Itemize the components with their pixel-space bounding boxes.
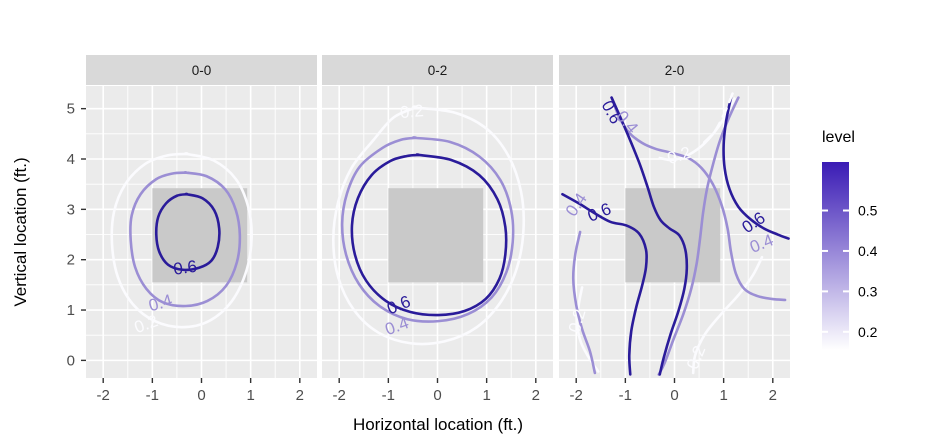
x-axis-tick-label: -1 <box>382 387 395 404</box>
facet-strip-2-0 <box>559 55 790 85</box>
facet-strip-label: 2-0 <box>665 63 685 78</box>
facet-strip-label: 0-2 <box>428 63 448 78</box>
contour-line-0.6 <box>561 192 648 376</box>
x-axis-tick-label: 0 <box>433 387 441 404</box>
facet-strip-0-0 <box>86 55 317 85</box>
y-axis-tick-label: 0 <box>67 352 75 369</box>
legend-tick-label: 0.4 <box>858 243 878 259</box>
x-axis-tick-label: 2 <box>296 387 304 404</box>
axis-layer: 0 1 2 3 4 5 Vertical location (ft.) Horizontal … <box>11 101 523 434</box>
y-axis-tick-label: 3 <box>67 201 75 218</box>
x-axis-tick-label: -1 <box>146 387 159 404</box>
x-axis-tick-label: 0 <box>670 387 678 404</box>
y-axis-tick-label: 5 <box>67 101 75 118</box>
contour-line-0.6 <box>722 96 790 240</box>
panels-layer: 0-00.60.40.2-2 -1 0 1 20-20.20.60.4-2 -1 0 1 22-… <box>86 55 790 404</box>
contour-line-0.2-dashed <box>700 92 734 147</box>
contour-line-0.2 <box>658 97 736 162</box>
contour-line-0.6 <box>610 96 689 376</box>
legend-colorbar[interactable] <box>822 162 849 350</box>
x-axis-tick-label: 2 <box>532 387 540 404</box>
contour-line-0.2 <box>691 255 764 375</box>
x-axis-tick-label: 1 <box>482 387 490 404</box>
contour-line-0.4 <box>129 170 242 308</box>
legend-layer: level 0.5 0.4 0.3 0.2 <box>822 129 878 350</box>
legend-tick-label: 0.2 <box>858 324 878 340</box>
facet-strip-label: 0-0 <box>192 63 212 78</box>
contour-line-0.4 <box>340 136 515 323</box>
contour-line-0.2 <box>332 105 526 346</box>
contour-line-0.2 <box>110 152 253 329</box>
facet-panel-0-2: 0-20.20.60.4-2 -1 0 1 2 <box>322 55 553 404</box>
contour-label-0.6: 0.6 <box>172 257 198 279</box>
x-axis-tick-label: 1 <box>719 387 727 404</box>
contour-line-0.4 <box>610 96 787 302</box>
x-axis-title: Horizontal location (ft.) <box>353 415 523 434</box>
x-axis-tick-label: 0 <box>197 387 205 404</box>
x-axis-tick-label: -2 <box>97 387 110 404</box>
contour-line-0.6 <box>350 153 508 317</box>
facet-strip-0-2 <box>322 55 553 85</box>
x-axis-tick-label: 1 <box>246 387 254 404</box>
legend-title: level <box>822 129 855 146</box>
y-axis-tick-label: 2 <box>67 252 75 269</box>
x-axis-tick-label: -2 <box>570 387 583 404</box>
y-axis-tick-label: 4 <box>67 151 75 168</box>
contour-lines: 0.60.40.2 <box>110 152 253 337</box>
x-axis-tick-label: 2 <box>769 387 777 404</box>
contour-line-0.4 <box>571 230 597 375</box>
y-axis-title: Vertical location (ft.) <box>11 157 30 306</box>
contour-label-0.2: 0.2 <box>399 101 424 122</box>
x-axis-tick-label: -2 <box>333 387 346 404</box>
y-axis-tick-label: 1 <box>67 302 75 319</box>
facet-panel-0-0: 0-0 0.60.40.2 -2 -1 0 1 2 <box>86 55 317 404</box>
legend-tick-label: 0.3 <box>858 283 878 299</box>
contour-line-0.6 <box>154 192 221 272</box>
contour-line-0.2 <box>575 286 600 373</box>
strike-zone-rect <box>388 188 484 283</box>
contour-line-0.4 <box>657 96 740 376</box>
facet-panel-2-0: 2-00.60.40.20.40.6 0.60.40.20.2-2 -1 0 1 2 <box>559 55 790 404</box>
x-axis-tick-label: -1 <box>619 387 632 404</box>
legend-tick-label: 0.5 <box>858 203 878 219</box>
